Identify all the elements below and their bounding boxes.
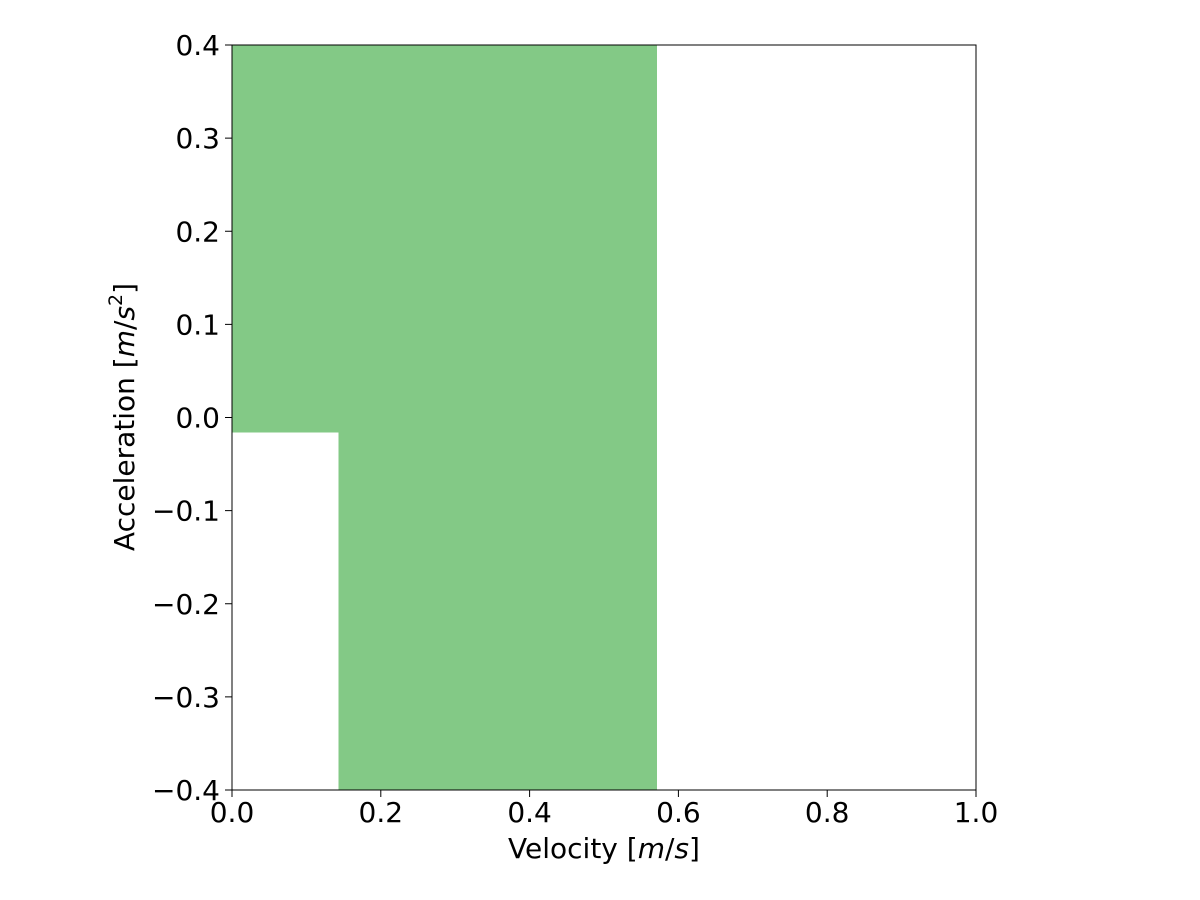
x-tick-label: 0.8 xyxy=(805,796,850,829)
region-0 xyxy=(232,45,339,433)
feasible-regions xyxy=(232,45,657,790)
y-tick-label: 0.0 xyxy=(175,402,220,435)
x-tick-label: 0.0 xyxy=(210,796,255,829)
y-tick-label: −0.2 xyxy=(152,588,220,621)
x-tick-label: 1.0 xyxy=(954,796,999,829)
x-axis-ticks: 0.0 0.2 0.4 0.6 0.8 1.0 xyxy=(210,790,999,829)
y-tick-label: 0.1 xyxy=(175,308,220,341)
y-tick-label: 0.3 xyxy=(175,122,220,155)
y-tick-label: −0.4 xyxy=(152,774,220,807)
x-tick-label: 0.6 xyxy=(656,796,701,829)
y-axis-label: Acceleration [m/s2] xyxy=(105,283,141,551)
region-1 xyxy=(338,45,657,790)
y-tick-label: −0.1 xyxy=(152,495,220,528)
y-tick-label: −0.3 xyxy=(152,681,220,714)
y-tick-label: 0.4 xyxy=(175,29,220,62)
y-tick-label: 0.2 xyxy=(175,215,220,248)
y-axis-ticks: −0.4 −0.3 −0.2 −0.1 0.0 0.1 0.2 0.3 0.4 xyxy=(152,29,232,807)
x-tick-label: 0.2 xyxy=(359,796,404,829)
x-axis-label: Velocity [m/s] xyxy=(508,832,700,865)
x-tick-label: 0.4 xyxy=(507,796,552,829)
